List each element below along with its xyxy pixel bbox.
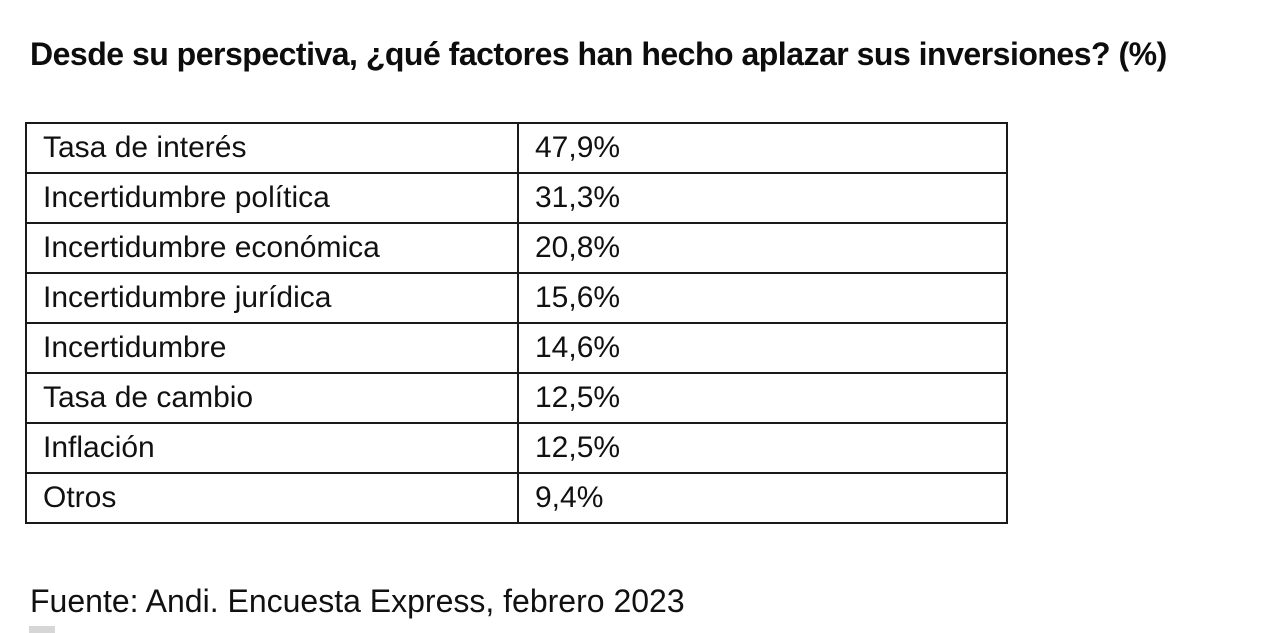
table-row: Otros 9,4% [25, 472, 1008, 524]
factor-cell: Inflación [25, 422, 519, 474]
factor-cell: Tasa de cambio [25, 372, 519, 424]
factor-cell: Otros [25, 472, 519, 524]
table-row: Incertidumbre jurídica 15,6% [25, 272, 1008, 324]
factor-cell: Tasa de interés [25, 122, 519, 174]
table-row: Tasa de cambio 12,5% [25, 372, 1008, 424]
factor-cell: Incertidumbre [25, 322, 519, 374]
value-cell: 12,5% [517, 372, 1008, 424]
factor-cell: Incertidumbre política [25, 172, 519, 224]
value-cell: 15,6% [517, 272, 1008, 324]
source-caption: Fuente: Andi. Encuesta Express, febrero … [30, 583, 685, 619]
factor-cell: Incertidumbre jurídica [25, 272, 519, 324]
table-row: Tasa de interés 47,9% [25, 122, 1008, 174]
factor-cell: Incertidumbre económica [25, 222, 519, 274]
table-row: Incertidumbre 14,6% [25, 322, 1008, 374]
value-cell: 14,6% [517, 322, 1008, 374]
factors-table: Tasa de interés 47,9% Incertidumbre políti… [25, 122, 1008, 524]
value-cell: 47,9% [517, 122, 1008, 174]
value-cell: 9,4% [517, 472, 1008, 524]
page-title: Desde su perspectiva, ¿qué factores han … [30, 36, 1167, 72]
factors-table-body: Tasa de interés 47,9% Incertidumbre políti… [25, 122, 1008, 524]
value-cell: 20,8% [517, 222, 1008, 274]
table-row: Incertidumbre económica 20,8% [25, 222, 1008, 274]
table-row: Incertidumbre política 31,3% [25, 172, 1008, 224]
value-cell: 31,3% [517, 172, 1008, 224]
corner-artifact-square [29, 626, 55, 633]
table-row: Inflación 12,5% [25, 422, 1008, 474]
value-cell: 12,5% [517, 422, 1008, 474]
